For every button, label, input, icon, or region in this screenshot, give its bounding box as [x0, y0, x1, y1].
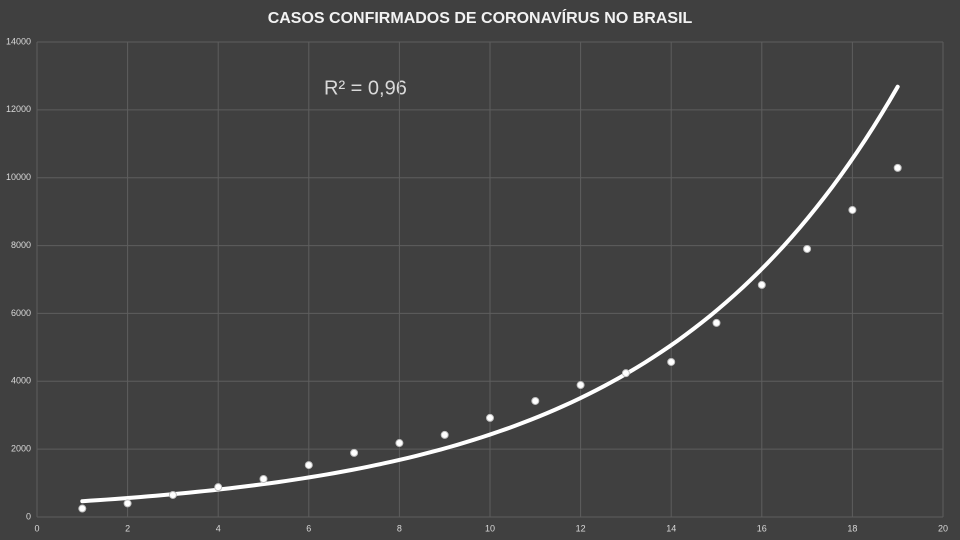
data-point: [667, 357, 676, 366]
data-point: [304, 461, 313, 470]
y-tick-label: 6000: [11, 308, 31, 318]
x-tick-label: 20: [938, 523, 948, 533]
data-point: [712, 318, 721, 327]
x-tick-label: 8: [397, 523, 402, 533]
x-tick-label: 16: [757, 523, 767, 533]
y-tick-label: 2000: [11, 444, 31, 454]
x-tick-label: 10: [485, 523, 495, 533]
y-tick-label: 14000: [6, 36, 31, 46]
x-tick-label: 0: [34, 523, 39, 533]
x-tick-label: 4: [216, 523, 221, 533]
data-point: [440, 430, 449, 439]
data-point: [848, 205, 857, 214]
x-tick-label: 2: [125, 523, 130, 533]
data-point: [214, 483, 223, 492]
data-point: [123, 499, 132, 508]
data-point: [621, 369, 630, 378]
data-point: [486, 413, 494, 422]
x-tick-label: 12: [576, 523, 586, 533]
data-point: [893, 163, 902, 172]
data-point: [757, 280, 766, 289]
data-point: [531, 396, 540, 405]
y-tick-label: 8000: [11, 240, 31, 250]
x-tick-label: 6: [306, 523, 311, 533]
data-point: [259, 475, 268, 483]
data-point: [78, 504, 87, 513]
y-tick-label: 0: [26, 511, 31, 521]
data-point: [576, 381, 585, 390]
data-point: [395, 439, 404, 448]
annotation: R² = 0,96: [324, 77, 407, 99]
chart-title: CASOS CONFIRMADOS DE CORONAVÍRUS NO BRAS…: [268, 8, 693, 27]
data-point: [168, 490, 177, 499]
x-tick-label: 18: [847, 523, 857, 533]
data-point: [350, 448, 359, 457]
y-tick-label: 10000: [6, 172, 31, 182]
y-tick-label: 4000: [11, 376, 31, 386]
y-tick-label: 12000: [6, 104, 31, 114]
x-tick-label: 14: [666, 523, 676, 533]
data-point: [803, 244, 812, 253]
